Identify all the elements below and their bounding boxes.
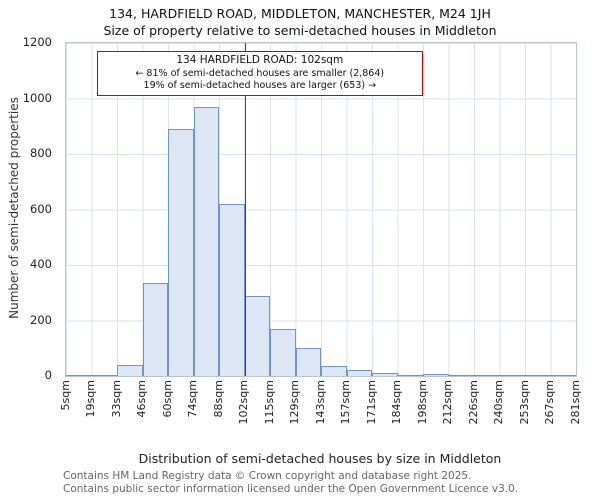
histogram-bar	[193, 106, 219, 376]
histogram-bar	[423, 373, 449, 376]
histogram-bar	[372, 373, 398, 376]
histogram-bar	[219, 203, 245, 376]
histogram-bar	[550, 375, 576, 376]
histogram-bar	[295, 348, 321, 376]
chart-title: 134, HARDFIELD ROAD, MIDDLETON, MANCHEST…	[109, 6, 491, 21]
x-tick-label: 267sqm	[543, 380, 556, 425]
chart-subtitle: Size of property relative to semi-detach…	[103, 23, 497, 38]
x-tick-label: 19sqm	[84, 380, 97, 418]
x-tick-label: 240sqm	[492, 380, 505, 425]
y-tick-label: 800	[30, 146, 52, 160]
annotation-larger-text: 19% of semi-detached houses are larger (…	[143, 79, 377, 91]
histogram-bar	[499, 375, 525, 376]
histogram-bar	[321, 366, 347, 376]
x-tick-label: 102sqm	[237, 380, 250, 425]
x-tick-label: 129sqm	[288, 380, 301, 425]
x-tick-label: 5sqm	[58, 380, 72, 411]
plot-area: 134 HARDFIELD ROAD: 102sqm ← 81% of semi…	[65, 42, 577, 377]
y-tick-label: 200	[30, 312, 52, 327]
histogram-bar	[346, 370, 372, 376]
y-tick-label: 1000	[22, 90, 52, 105]
marker-line	[244, 43, 246, 376]
x-tick-label: 226sqm	[466, 380, 480, 425]
annotation-box: 134 HARDFIELD ROAD: 102sqm ← 81% of semi…	[96, 51, 423, 97]
histogram-bar	[244, 295, 270, 376]
x-tick-label: 33sqm	[109, 380, 123, 418]
footer-line-2: Contains public sector information licen…	[63, 483, 519, 495]
histogram-bar	[525, 375, 551, 376]
annotation-smaller-text: ← 81% of semi-detached houses are smalle…	[135, 67, 385, 79]
histogram-bar	[448, 375, 474, 376]
x-axis-label: Distribution of semi-detached houses by …	[138, 451, 502, 466]
y-tick-label: 0	[44, 368, 52, 382]
y-tick-labels: 0 200 400 600 800 1000 1200	[0, 35, 60, 382]
x-tick-label: 253sqm	[517, 380, 531, 425]
x-tick-label: 88sqm	[211, 380, 225, 418]
histogram-bar	[117, 364, 143, 376]
x-tick-label: 143sqm	[313, 380, 327, 425]
histogram-bar	[397, 374, 423, 376]
histogram-bar	[474, 375, 500, 376]
histogram-bar	[168, 129, 194, 376]
histogram-bar	[142, 283, 168, 376]
y-tick-label: 1200	[22, 35, 52, 49]
y-tick-label: 600	[30, 201, 52, 216]
x-tick-label: 115sqm	[262, 380, 276, 425]
y-tick-label: 400	[30, 257, 52, 271]
x-tick-label: 281sqm	[568, 380, 582, 425]
histogram-bar	[91, 374, 117, 376]
x-tick-label: 60sqm	[160, 380, 174, 418]
x-tick-label: 198sqm	[415, 380, 429, 425]
x-tick-label: 184sqm	[390, 380, 403, 425]
histogram-bar	[270, 328, 296, 376]
x-tick-labels: 5sqm 19sqm 33sqm 46sqm 60sqm 74sqm 88sqm 102sqm…	[59, 378, 582, 448]
footer-line-1: Contains HM Land Registry data © Crown c…	[63, 470, 472, 482]
x-tick-label: 171sqm	[364, 380, 378, 425]
x-tick-label: 157sqm	[339, 380, 352, 425]
x-tick-label: 46sqm	[135, 380, 148, 418]
x-tick-label: 74sqm	[186, 380, 199, 418]
histogram-bar	[66, 375, 92, 376]
x-tick-label: 212sqm	[441, 380, 454, 425]
annotation-title: 134 HARDFIELD ROAD: 102sqm	[176, 54, 344, 66]
